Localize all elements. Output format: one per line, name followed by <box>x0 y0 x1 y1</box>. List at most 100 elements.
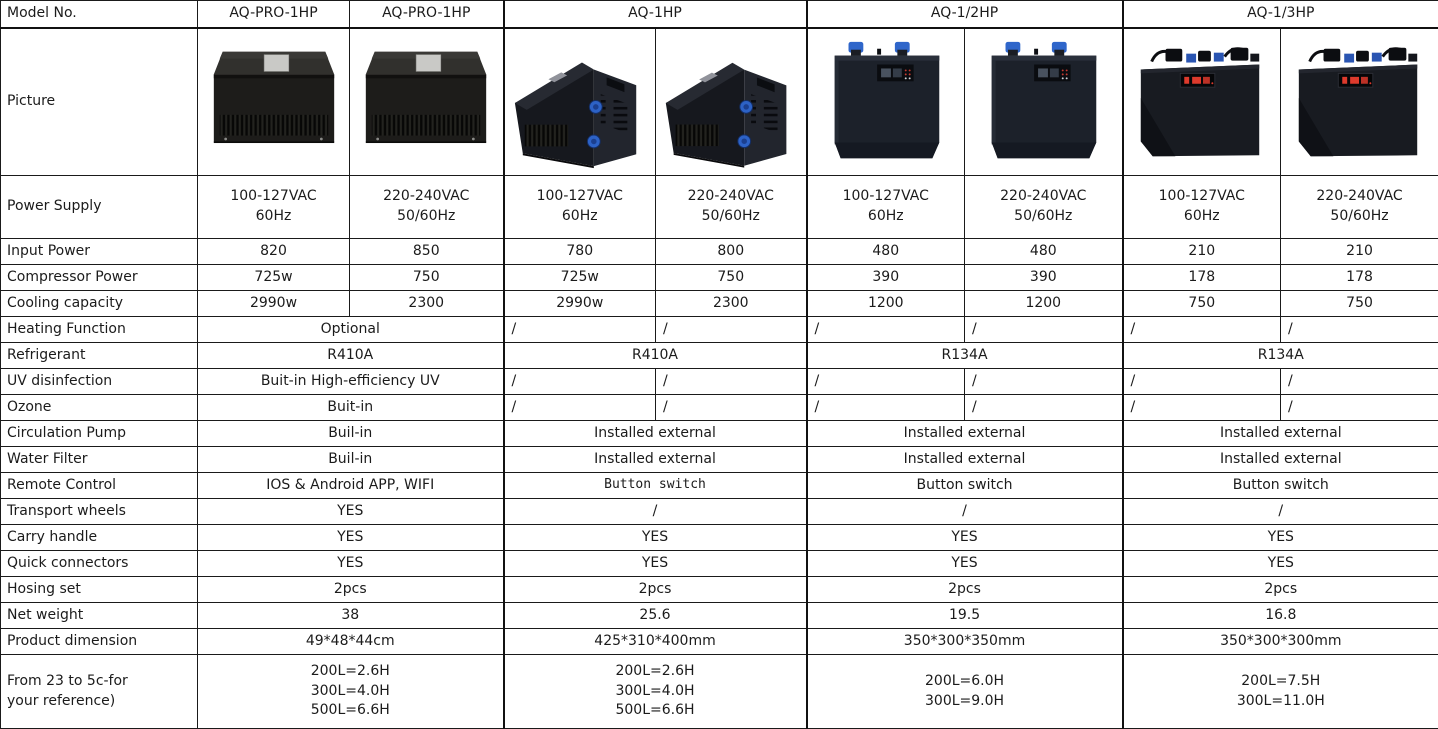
model-header-cell: AQ-1/2HP <box>805 0 1124 29</box>
spec-cell: 100-127VAC 60Hz <box>1121 175 1282 239</box>
row-label-compressor-power: Compressor Power <box>0 264 198 291</box>
spec-cell: Button switch <box>805 472 1124 499</box>
spec-cell: 850 <box>349 238 504 265</box>
spec-cell: / <box>654 394 808 421</box>
row-label-water-filter: Water Filter <box>0 446 198 473</box>
row-label-power-supply: Power Supply <box>0 175 198 239</box>
product-image <box>365 50 487 144</box>
spec-cell: 220-240VAC 50/60Hz <box>349 175 504 239</box>
product-photo-cell <box>197 27 350 176</box>
spec-cell: / <box>964 368 1124 395</box>
spec-cell: 2pcs <box>1121 576 1438 603</box>
spec-cell: / <box>502 316 656 343</box>
spec-cell: / <box>1280 316 1438 343</box>
spec-cell: / <box>1121 316 1282 343</box>
spec-cell: 750 <box>349 264 504 291</box>
spec-cell: 210 <box>1280 238 1438 265</box>
model-header-cell: AQ-1HP <box>502 0 808 29</box>
spec-cell: 220-240VAC 50/60Hz <box>654 175 808 239</box>
spec-cell: 100-127VAC 60Hz <box>805 175 966 239</box>
model-header-cell: AQ-1/3HP <box>1121 0 1438 29</box>
spec-cell: Installed external <box>805 420 1124 447</box>
spec-cell: 2pcs <box>197 576 504 603</box>
model-header-cell: AQ-PRO-1HP <box>197 0 350 29</box>
product-image <box>514 61 637 169</box>
spec-cell: Installed external <box>502 420 808 447</box>
row-label-heating-function: Heating Function <box>0 316 198 343</box>
spec-cell: R134A <box>805 342 1124 369</box>
product-photo-cell <box>1280 27 1438 176</box>
row-label-uv-disinfection: UV disinfection <box>0 368 198 395</box>
spec-cell: YES <box>805 550 1124 577</box>
row-label-hosing-set: Hosing set <box>0 576 198 603</box>
spec-cell: 350*300*300mm <box>1121 628 1438 655</box>
spec-cell: 2pcs <box>805 576 1124 603</box>
spec-cell: / <box>964 316 1124 343</box>
row-label-quick-connectors: Quick connectors <box>0 550 198 577</box>
spec-cell: 19.5 <box>805 602 1124 629</box>
spec-cell: IOS & Android APP, WIFI <box>197 472 504 499</box>
spec-cell: / <box>1280 368 1438 395</box>
spec-cell: Installed external <box>805 446 1124 473</box>
row-label-carry-handle: Carry handle <box>0 524 198 551</box>
spec-cell: 390 <box>964 264 1124 291</box>
spec-cell: Buit-in <box>197 394 504 421</box>
spec-cell: Buit-in High-efficiency UV <box>197 368 504 395</box>
row-label-remote-control: Remote Control <box>0 472 198 499</box>
spec-cell: 200L=6.0H 300L=9.0H <box>805 654 1124 729</box>
row-label-model-no: Model No. <box>0 0 198 29</box>
spec-cell: 100-127VAC 60Hz <box>197 175 350 239</box>
spec-cell: YES <box>197 550 504 577</box>
spec-cell: Installed external <box>1121 446 1438 473</box>
spec-cell: 220-240VAC 50/60Hz <box>1280 175 1438 239</box>
spec-cell: / <box>654 368 808 395</box>
spec-cell: R134A <box>1121 342 1438 369</box>
spec-cell: 38 <box>197 602 504 629</box>
spec-cell: 425*310*400mm <box>502 628 808 655</box>
spec-cell: Buil-in <box>197 446 504 473</box>
spec-cell: / <box>805 394 966 421</box>
spec-cell: 1200 <box>805 290 966 317</box>
spec-cell: R410A <box>502 342 808 369</box>
row-label-net-weight: Net weight <box>0 602 198 629</box>
spec-cell: Installed external <box>502 446 808 473</box>
spec-cell: Installed external <box>1121 420 1438 447</box>
product-image <box>1139 46 1261 158</box>
row-label-ozone: Ozone <box>0 394 198 421</box>
spec-cell: 2990w <box>502 290 656 317</box>
row-label-input-power: Input Power <box>0 238 198 265</box>
product-image <box>991 41 1097 158</box>
spec-cell: 725w <box>502 264 656 291</box>
product-photo-cell <box>502 27 656 176</box>
product-photo-cell <box>349 27 504 176</box>
spec-cell: YES <box>805 524 1124 551</box>
spec-cell: Button switch <box>502 472 808 499</box>
spec-cell: 200L=7.5H 300L=11.0H <box>1121 654 1438 729</box>
spec-cell: / <box>502 368 656 395</box>
spec-cell: 200L=2.6H 300L=4.0H 500L=6.6H <box>197 654 504 729</box>
spec-cell: 800 <box>654 238 808 265</box>
spec-cell: 350*300*350mm <box>805 628 1124 655</box>
spec-cell: Optional <box>197 316 504 343</box>
spec-cell: 178 <box>1121 264 1282 291</box>
model-header-cell: AQ-PRO-1HP <box>349 0 504 29</box>
spec-cell: / <box>1121 368 1282 395</box>
spec-cell: 49*48*44cm <box>197 628 504 655</box>
product-photo-cell <box>805 27 966 176</box>
product-photo-cell <box>1121 27 1282 176</box>
row-label-temp-reference: From 23 to 5c-for your reference) <box>0 654 198 729</box>
spec-cell: 220-240VAC 50/60Hz <box>964 175 1124 239</box>
spec-cell: YES <box>502 524 808 551</box>
row-label-cooling-capacity: Cooling capacity <box>0 290 198 317</box>
spec-cell: 2pcs <box>502 576 808 603</box>
spec-cell: YES <box>1121 550 1438 577</box>
spec-cell: 725w <box>197 264 350 291</box>
spec-cell: 200L=2.6H 300L=4.0H 500L=6.6H <box>502 654 808 729</box>
spec-cell: 480 <box>805 238 966 265</box>
spec-cell: YES <box>197 498 504 525</box>
row-label-product-dimension: Product dimension <box>0 628 198 655</box>
spec-cell: / <box>1121 498 1438 525</box>
spec-cell: 1200 <box>964 290 1124 317</box>
spec-cell: 100-127VAC 60Hz <box>502 175 656 239</box>
